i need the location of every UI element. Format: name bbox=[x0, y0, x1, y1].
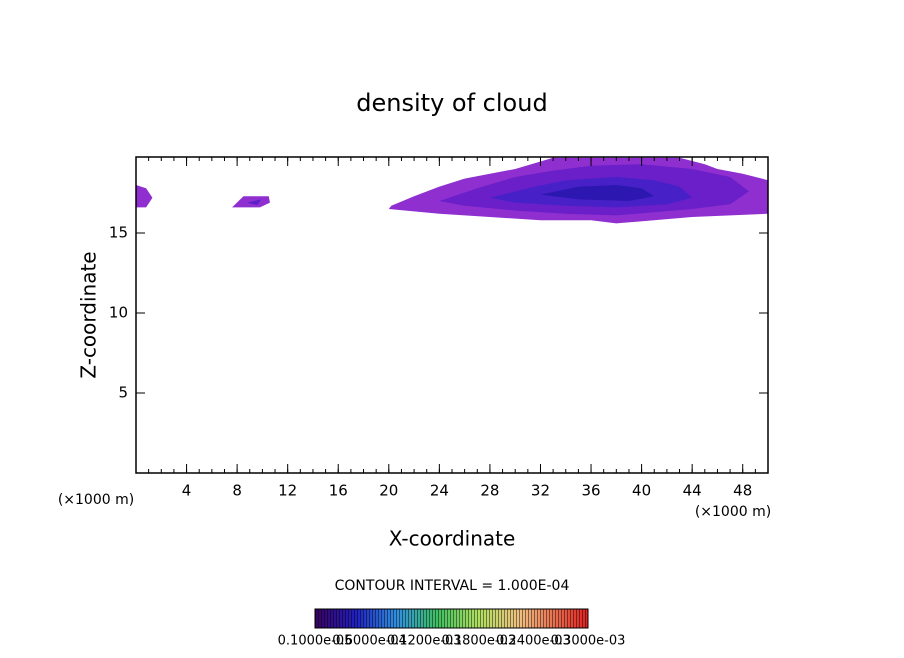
x-unit-label: (×1000 m) bbox=[695, 504, 771, 520]
y-axis-label: Z-coordinate bbox=[77, 251, 101, 378]
y-tick-label: 5 bbox=[118, 384, 128, 402]
x-tick-label: 28 bbox=[480, 482, 499, 500]
x-tick-label: 20 bbox=[379, 482, 398, 500]
x-tick-label: 8 bbox=[232, 482, 242, 500]
y-tick-label: 10 bbox=[109, 304, 128, 322]
x-tick-label: 16 bbox=[329, 482, 348, 500]
contour-region bbox=[540, 185, 655, 201]
x-tick-label: 24 bbox=[430, 482, 449, 500]
contour-interval: CONTOUR INTERVAL = 1.000E-04 bbox=[335, 578, 570, 594]
x-axis-label: X-coordinate bbox=[389, 527, 516, 551]
x-tick-label: 12 bbox=[278, 482, 297, 500]
x-tick-label: 36 bbox=[581, 482, 600, 500]
contour-region bbox=[136, 185, 153, 208]
x-unit-label: (×1000 m) bbox=[58, 492, 134, 508]
x-tick-label: 40 bbox=[632, 482, 651, 500]
colorbar-label: 0.1800e-03 bbox=[441, 634, 516, 649]
x-tick-label: 32 bbox=[531, 482, 550, 500]
contour-region bbox=[247, 199, 262, 205]
colorbar-label: 0.1200e-03 bbox=[387, 634, 462, 649]
chart-title: density of cloud bbox=[356, 89, 547, 117]
colorbar-frame bbox=[314, 608, 589, 629]
colorbar-label: 0.1000e-05 bbox=[278, 634, 353, 649]
y-tick-label: 15 bbox=[109, 224, 128, 242]
colorbar-label: 0.6000e-04 bbox=[332, 634, 407, 649]
colorbar-label: 0.3000e-03 bbox=[551, 634, 626, 649]
x-tick-label: 44 bbox=[683, 482, 702, 500]
x-tick-label: 4 bbox=[182, 482, 192, 500]
x-tick-label: 48 bbox=[733, 482, 752, 500]
colorbar-label: 0.2400e-03 bbox=[496, 634, 571, 649]
